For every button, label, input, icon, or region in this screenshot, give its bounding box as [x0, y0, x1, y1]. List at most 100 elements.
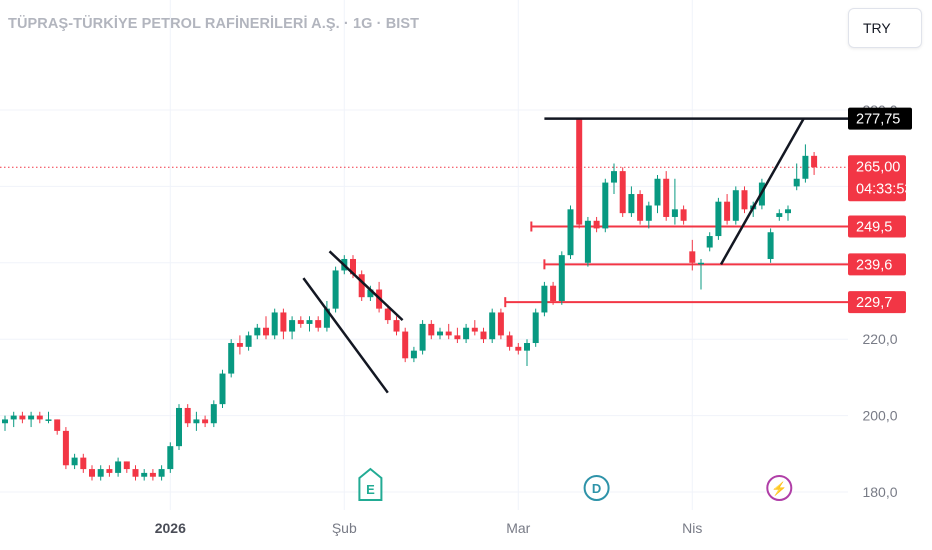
- candle-body: [793, 178, 800, 187]
- y-tick-label: 200,0: [862, 408, 897, 424]
- candle-body: [811, 155, 818, 168]
- candle-body: [506, 335, 513, 347]
- current-price-label: [848, 155, 906, 202]
- y-tick-label: 180,0: [862, 484, 897, 500]
- candle-body: [62, 430, 69, 466]
- candle-body: [410, 350, 417, 359]
- candle-body: [149, 472, 156, 477]
- candle-body: [271, 312, 278, 336]
- currency-selector[interactable]: TRY: [848, 8, 922, 48]
- candle-body: [297, 320, 304, 324]
- level-249-label-text: 249,5: [856, 220, 892, 236]
- candle-body: [89, 469, 95, 477]
- channel-lower-line: [302, 277, 389, 394]
- candle-body: [393, 320, 400, 332]
- candle-body: [567, 209, 574, 256]
- candle-body: [645, 205, 652, 221]
- candle-body: [802, 155, 809, 179]
- candle-body: [584, 220, 591, 263]
- level-229-label: [848, 291, 906, 314]
- candle-body: [106, 469, 113, 473]
- y-tick-label: 220,0: [862, 331, 897, 347]
- high-label: [848, 107, 912, 130]
- candle-body: [19, 415, 26, 420]
- candle-body: [10, 415, 17, 420]
- candle-body: [210, 404, 217, 424]
- candle-body: [176, 407, 182, 447]
- candle-body: [280, 312, 287, 332]
- current-price-label-text: 265,00: [856, 159, 900, 175]
- candle-body: [71, 457, 78, 466]
- candle-body: [28, 415, 35, 420]
- candle-body: [115, 461, 122, 473]
- candle-body: [671, 209, 678, 217]
- earnings-event-icon-letter: E: [366, 482, 375, 497]
- candle-body: [428, 323, 435, 336]
- dividend-event-icon[interactable]: [583, 475, 610, 501]
- candle-body: [263, 327, 269, 336]
- candle-body: [767, 232, 774, 259]
- candle-body: [97, 469, 104, 477]
- x-tick-label: Şub: [332, 520, 357, 536]
- candle-body: [637, 194, 644, 221]
- candle-body: [437, 331, 443, 336]
- candle-body: [358, 274, 365, 298]
- candle-body: [132, 469, 139, 477]
- candle-body: [245, 335, 252, 347]
- candle-body: [776, 213, 783, 217]
- candle-body: [602, 182, 609, 229]
- candle-body: [236, 343, 243, 347]
- candle-body: [611, 171, 617, 183]
- candle-body: [419, 323, 426, 351]
- candle-body: [706, 236, 713, 248]
- chart-title: TÜPRAŞ-TÜRKİYE PETROL RAFİNERİLERİ A.Ş. …: [8, 16, 420, 32]
- candle-body: [315, 320, 322, 328]
- candle-body: [2, 419, 8, 424]
- candle-body: [715, 201, 722, 237]
- candle-body: [454, 335, 461, 340]
- x-tick-label: 2026: [155, 520, 186, 536]
- candle-body: [384, 308, 391, 321]
- candle-body: [228, 343, 235, 374]
- candle-body: [680, 209, 687, 221]
- earnings-event-icon[interactable]: [358, 467, 383, 501]
- level-239-label: [848, 253, 906, 276]
- candle-body: [532, 312, 539, 344]
- candle-body: [445, 331, 452, 336]
- candle-body: [184, 407, 191, 424]
- x-tick-label: Nis: [682, 520, 702, 536]
- candle-body: [741, 190, 748, 210]
- channel-upper-line: [328, 250, 404, 322]
- candle-body: [541, 285, 548, 313]
- candle-body: [524, 343, 530, 351]
- candle-body: [593, 220, 600, 229]
- candle-body: [254, 327, 261, 336]
- candle-body: [350, 258, 356, 275]
- current-price-label-countdown: 04:33:53: [856, 181, 912, 197]
- candle-body: [54, 419, 61, 431]
- candle-body: [323, 308, 330, 328]
- candle-body: [141, 472, 148, 477]
- candle-body: [785, 209, 791, 214]
- candle-body: [489, 312, 496, 340]
- candle-body: [80, 457, 87, 470]
- candle-body: [515, 346, 522, 351]
- candle-body: [558, 255, 565, 301]
- candle-body: [619, 171, 626, 214]
- split-event-icon[interactable]: [766, 475, 793, 501]
- candle-body: [724, 201, 731, 221]
- candle-body: [480, 331, 487, 340]
- candle-body: [36, 415, 43, 420]
- candle-body: [497, 312, 504, 336]
- level-249-label: [848, 215, 906, 238]
- candle-body: [463, 327, 470, 340]
- level-229-label-text: 229,7: [856, 295, 892, 311]
- candle-body: [628, 194, 635, 214]
- candle-body: [289, 320, 296, 332]
- candle-body: [332, 270, 339, 309]
- ascending-trend-line: [719, 117, 805, 265]
- candle-body: [193, 419, 200, 424]
- split-event-icon-letter: ⚡: [771, 481, 787, 497]
- candle-body: [219, 373, 226, 405]
